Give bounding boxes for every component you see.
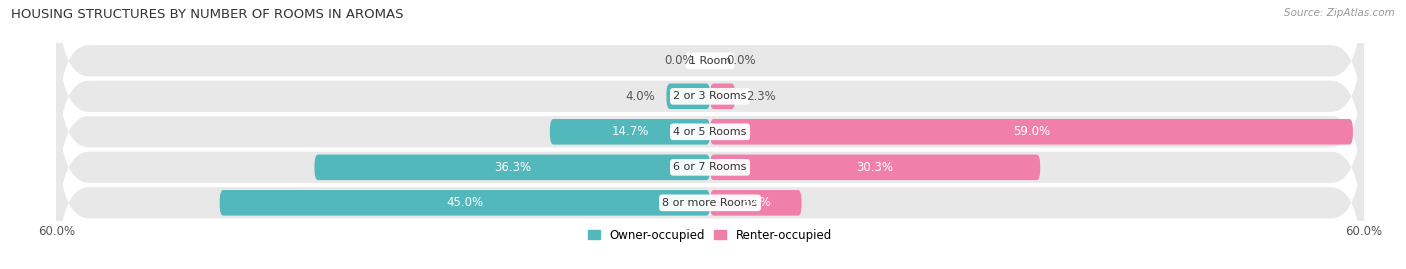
Legend: Owner-occupied, Renter-occupied: Owner-occupied, Renter-occupied: [583, 224, 837, 247]
FancyBboxPatch shape: [56, 5, 1364, 187]
Text: 0.0%: 0.0%: [664, 54, 693, 67]
Text: HOUSING STRUCTURES BY NUMBER OF ROOMS IN AROMAS: HOUSING STRUCTURES BY NUMBER OF ROOMS IN…: [11, 8, 404, 21]
Text: 14.7%: 14.7%: [612, 125, 648, 138]
FancyBboxPatch shape: [219, 190, 710, 216]
FancyBboxPatch shape: [315, 154, 710, 180]
FancyBboxPatch shape: [56, 112, 1364, 269]
Text: 8 or more Rooms: 8 or more Rooms: [662, 198, 758, 208]
Text: 6 or 7 Rooms: 6 or 7 Rooms: [673, 162, 747, 172]
Text: 8.4%: 8.4%: [741, 196, 770, 209]
Text: 59.0%: 59.0%: [1012, 125, 1050, 138]
FancyBboxPatch shape: [710, 119, 1353, 145]
Text: 2 or 3 Rooms: 2 or 3 Rooms: [673, 91, 747, 101]
Text: 36.3%: 36.3%: [494, 161, 531, 174]
Text: Source: ZipAtlas.com: Source: ZipAtlas.com: [1284, 8, 1395, 18]
Text: 0.0%: 0.0%: [727, 54, 756, 67]
FancyBboxPatch shape: [710, 83, 735, 109]
Text: 30.3%: 30.3%: [856, 161, 894, 174]
FancyBboxPatch shape: [550, 119, 710, 145]
FancyBboxPatch shape: [56, 0, 1364, 152]
Text: 45.0%: 45.0%: [446, 196, 484, 209]
Text: 4 or 5 Rooms: 4 or 5 Rooms: [673, 127, 747, 137]
FancyBboxPatch shape: [666, 83, 710, 109]
FancyBboxPatch shape: [710, 190, 801, 216]
Text: 4.0%: 4.0%: [626, 90, 655, 103]
FancyBboxPatch shape: [56, 41, 1364, 223]
FancyBboxPatch shape: [56, 76, 1364, 258]
Text: 1 Room: 1 Room: [689, 56, 731, 66]
FancyBboxPatch shape: [710, 154, 1040, 180]
Text: 2.3%: 2.3%: [747, 90, 776, 103]
